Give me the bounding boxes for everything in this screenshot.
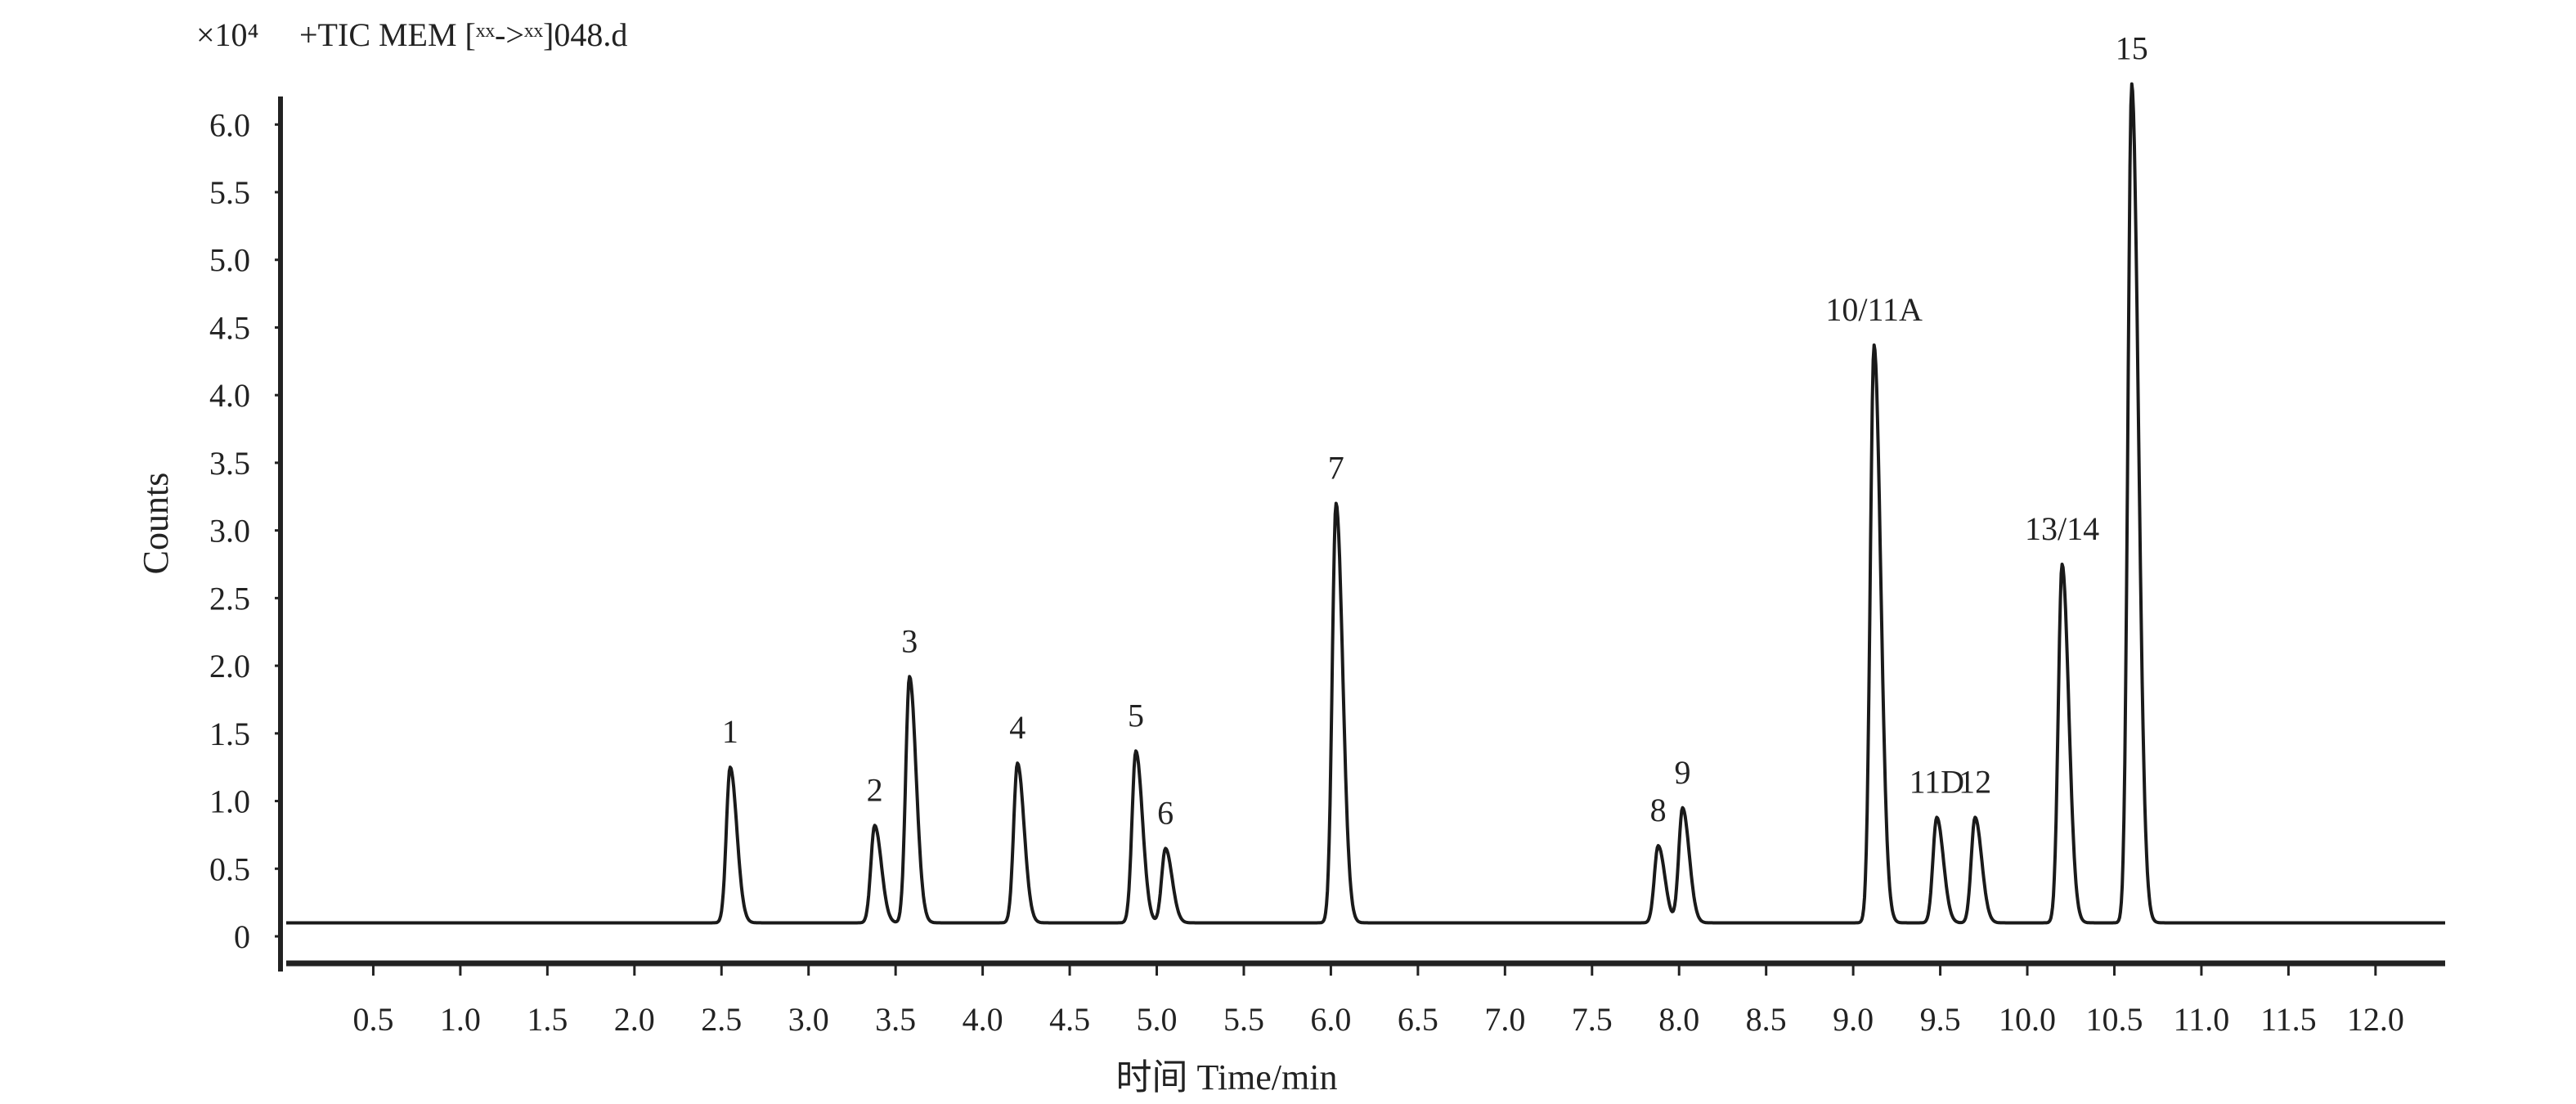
x-tick-label: 3.5: [875, 1001, 916, 1038]
y-tick-label: 1.0: [209, 783, 250, 820]
x-tick-label: 11.5: [2260, 1001, 2317, 1038]
x-tick-label: 8.0: [1658, 1001, 1699, 1038]
x-tick-label: 7.5: [1572, 1001, 1613, 1038]
peak-label: 2: [867, 771, 883, 808]
x-tick-label: 7.0: [1484, 1001, 1525, 1038]
peak-label: 1: [722, 713, 738, 750]
y-tick-label: 3.5: [209, 445, 250, 482]
y-tick-label: 4.5: [209, 309, 250, 346]
peak-label: 4: [1009, 709, 1025, 746]
y-tick-label: 1.5: [209, 716, 250, 752]
peak-label: 9: [1674, 754, 1690, 791]
x-axis-title: 时间 Time/min: [1116, 1057, 1338, 1097]
peak-label: 11D: [1910, 763, 1964, 800]
peak-label: 7: [1328, 450, 1344, 487]
x-tick-label: 9.5: [1920, 1001, 1961, 1038]
x-tick-label: 10.5: [2085, 1001, 2143, 1038]
x-tick-label: 6.0: [1310, 1001, 1351, 1038]
peak-label: 12: [1959, 763, 1991, 800]
y-tick-label: 2.5: [209, 580, 250, 617]
x-tick-label: 4.5: [1049, 1001, 1090, 1038]
peak-label: 3: [901, 622, 918, 659]
y-tick-label: 4.0: [209, 377, 250, 414]
tic-trace-line: [285, 82, 2446, 925]
peak-label: 5: [1128, 697, 1144, 734]
y-tick-label: 5.5: [209, 174, 250, 211]
x-tick-label: 1.0: [440, 1001, 481, 1038]
x-tick-label: 4.0: [963, 1001, 1003, 1038]
y-tick-label: 3.0: [209, 513, 250, 550]
x-tick-label: 2.5: [701, 1001, 742, 1038]
y-tick-label: 6.0: [209, 106, 250, 143]
x-tick-label: 9.0: [1833, 1001, 1874, 1038]
x-tick-label: 12.0: [2347, 1001, 2404, 1038]
x-tick-label: 0.5: [352, 1001, 393, 1038]
peak-label: 6: [1157, 794, 1174, 831]
x-tick-label: 5.0: [1137, 1001, 1178, 1038]
x-tick-label: 1.5: [527, 1001, 568, 1038]
peak-label: 13/14: [2025, 510, 2099, 547]
x-tick-label: 10.0: [1999, 1001, 2056, 1038]
peak-label: 10/11A: [1825, 291, 1923, 328]
y-tick-label: 0.5: [209, 850, 250, 887]
y-ticks: 0 0.5 1.0 1.5 2.0 2.5 3.0 3.5 4.0 4.5 5.0 5.5 6.0: [209, 106, 280, 955]
x-tick-label: 2.0: [614, 1001, 655, 1038]
x-tick-label: 6.5: [1398, 1001, 1438, 1038]
x-tick-label: 3.0: [788, 1001, 829, 1038]
x-tick-label: 8.5: [1746, 1001, 1787, 1038]
x-tick-label: 5.5: [1223, 1001, 1264, 1038]
y-tick-label: 5.0: [209, 242, 250, 279]
x-tick-label: 11.0: [2174, 1001, 2230, 1038]
peak-label: 8: [1650, 792, 1667, 828]
chart-title: +TIC MEM [ˣˣ->ˣˣ]048.d: [299, 16, 627, 53]
y-multiplier-label: ×10⁴: [196, 16, 259, 53]
peak-label: 15: [2116, 30, 2148, 67]
y-tick-label: 2.0: [209, 648, 250, 684]
x-ticks: 0.5 1.0 1.5 2.0 2.5 3.0 3.5 4.0 4.5 5.0 5.5 6.0 6.5 7…: [352, 966, 2404, 1038]
y-tick-label: 0: [234, 918, 250, 955]
y-axis-title: Counts: [136, 473, 176, 575]
axes: [278, 96, 2445, 972]
